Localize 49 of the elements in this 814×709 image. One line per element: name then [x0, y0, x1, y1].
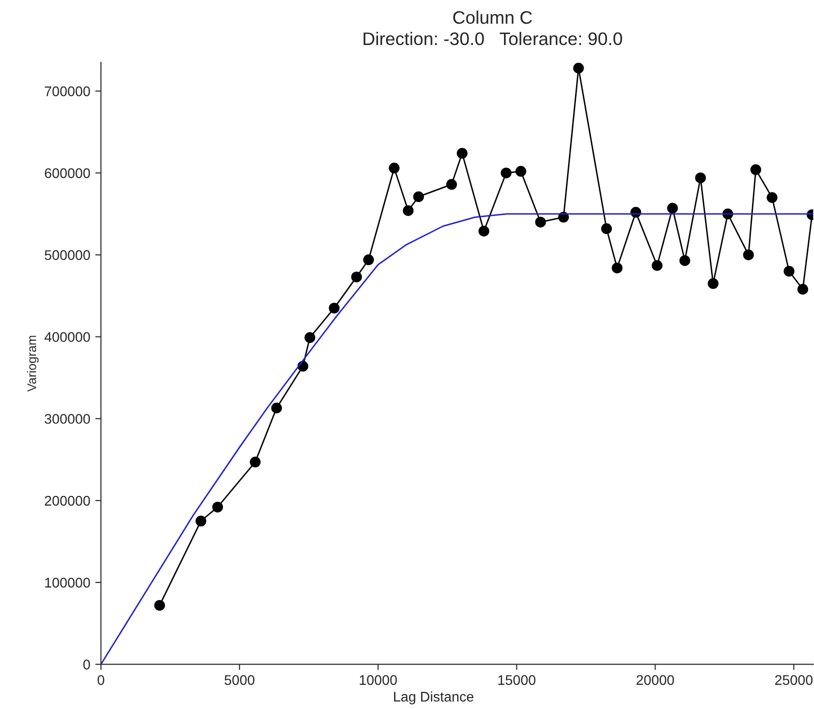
point: [784, 266, 794, 277]
x-tick-label: 5000: [224, 675, 254, 685]
point: [743, 249, 754, 260]
y-tick-label: 100000: [45, 578, 90, 588]
chart-subtitle: Direction: -30.0 Tolerance: 90.0: [364, 32, 622, 46]
x-tick-label: 25000: [775, 675, 813, 685]
x-tick-label: 0: [98, 675, 104, 685]
point: [413, 191, 424, 202]
point: [196, 516, 206, 526]
point: [695, 172, 706, 184]
point: [797, 284, 808, 295]
y-tick-label: 300000: [44, 414, 90, 424]
point: [500, 168, 512, 178]
point: [250, 456, 261, 468]
point: [304, 332, 316, 343]
point: [750, 164, 762, 176]
point: [612, 262, 623, 274]
x-tick-label: 20000: [636, 675, 674, 685]
y-tick-label: 400000: [44, 332, 90, 342]
point: [667, 202, 678, 214]
y-tick-label: 700000: [44, 86, 90, 96]
y-tick-label: 0: [83, 660, 90, 670]
point: [388, 162, 400, 174]
point: [535, 216, 546, 228]
point: [154, 600, 165, 611]
y-tick-label: 500000: [44, 250, 90, 260]
x-axis-title: Lag Distance: [394, 691, 474, 704]
x-tick-label: 10000: [360, 675, 397, 685]
point: [363, 254, 374, 266]
point: [328, 302, 340, 314]
point: [573, 62, 584, 74]
point: [212, 502, 223, 512]
chart-title: Column C: [453, 10, 532, 24]
point: [456, 148, 468, 159]
y-tick-label: 600000: [44, 168, 90, 178]
point: [402, 205, 414, 216]
point: [708, 278, 719, 289]
x-tick-label: 15000: [498, 675, 536, 685]
point: [652, 260, 663, 271]
point: [679, 255, 690, 266]
point: [271, 402, 282, 414]
point: [478, 226, 490, 236]
point: [515, 166, 526, 177]
y-tick-label: 200000: [44, 496, 90, 506]
point: [601, 223, 612, 234]
point: [766, 192, 778, 203]
point: [351, 272, 362, 282]
point: [446, 179, 457, 190]
y-axis-title: Variogram: [26, 336, 39, 392]
